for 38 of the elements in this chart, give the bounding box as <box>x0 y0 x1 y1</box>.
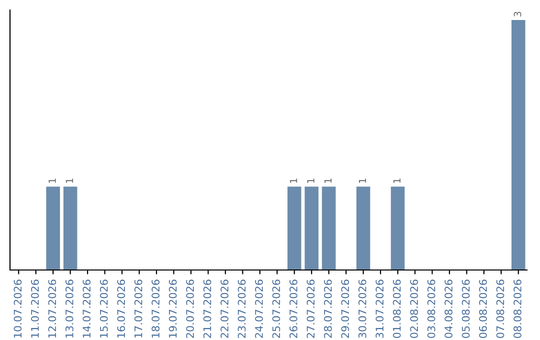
x-tick-label: 19.07.2026 <box>168 280 177 338</box>
x-tick-label: 02.08.2026 <box>410 280 418 338</box>
x-tick-label: 14.07.2026 <box>82 280 91 338</box>
data-label: 1 <box>307 178 314 183</box>
x-tick-label: 03.08.2026 <box>427 280 436 338</box>
x-tick-label: 18.07.2026 <box>152 280 160 338</box>
data-label: 3 <box>514 12 522 16</box>
x-tick-label: 11.07.2026 <box>30 280 39 338</box>
x-tick-label: 27.07.2026 <box>306 280 315 338</box>
data-label: 1 <box>48 178 56 183</box>
data-label: 1 <box>324 178 332 183</box>
x-tick-label: 07.08.2026 <box>496 280 504 338</box>
x-tick-label: 17.07.2026 <box>134 280 142 338</box>
data-label: 1 <box>290 178 298 183</box>
x-tick-label: 24.07.2026 <box>255 280 263 338</box>
x-tick-label: 21.07.2026 <box>203 280 212 338</box>
x-tick-label: 04.08.2026 <box>444 280 452 338</box>
x-tick-label: 25.07.2026 <box>272 280 280 338</box>
x-tick-label: 29.07.2026 <box>341 280 350 338</box>
x-tick-label: 23.07.2026 <box>238 280 246 338</box>
x-tick-label: 26.07.2026 <box>289 280 298 338</box>
x-tick-label: 16.07.2026 <box>117 280 126 338</box>
x-tick-label: 31.07.2026 <box>376 280 384 338</box>
x-tick-label: 08.08.2026 <box>514 280 522 338</box>
x-tick-label: 01.08.2026 <box>392 280 401 338</box>
x-tick-label: 13.07.2026 <box>65 280 74 338</box>
x-tick-label: 10.07.2026 <box>14 280 22 338</box>
data-label: 1 <box>66 178 73 183</box>
x-tick-label: 05.08.2026 <box>462 280 470 338</box>
x-tick-label: 30.07.2026 <box>358 280 366 338</box>
x-tick-label: 12.07.2026 <box>48 280 56 338</box>
x-tick-label: 20.07.2026 <box>186 280 194 338</box>
x-tick-label: 06.08.2026 <box>479 280 487 338</box>
x-tick-label: 15.07.2026 <box>100 280 108 338</box>
data-label: 1 <box>393 178 400 183</box>
x-tick-label: 28.07.2026 <box>324 280 332 338</box>
data-label: 1 <box>358 178 366 183</box>
x-tick-label: 22.07.2026 <box>220 280 228 338</box>
